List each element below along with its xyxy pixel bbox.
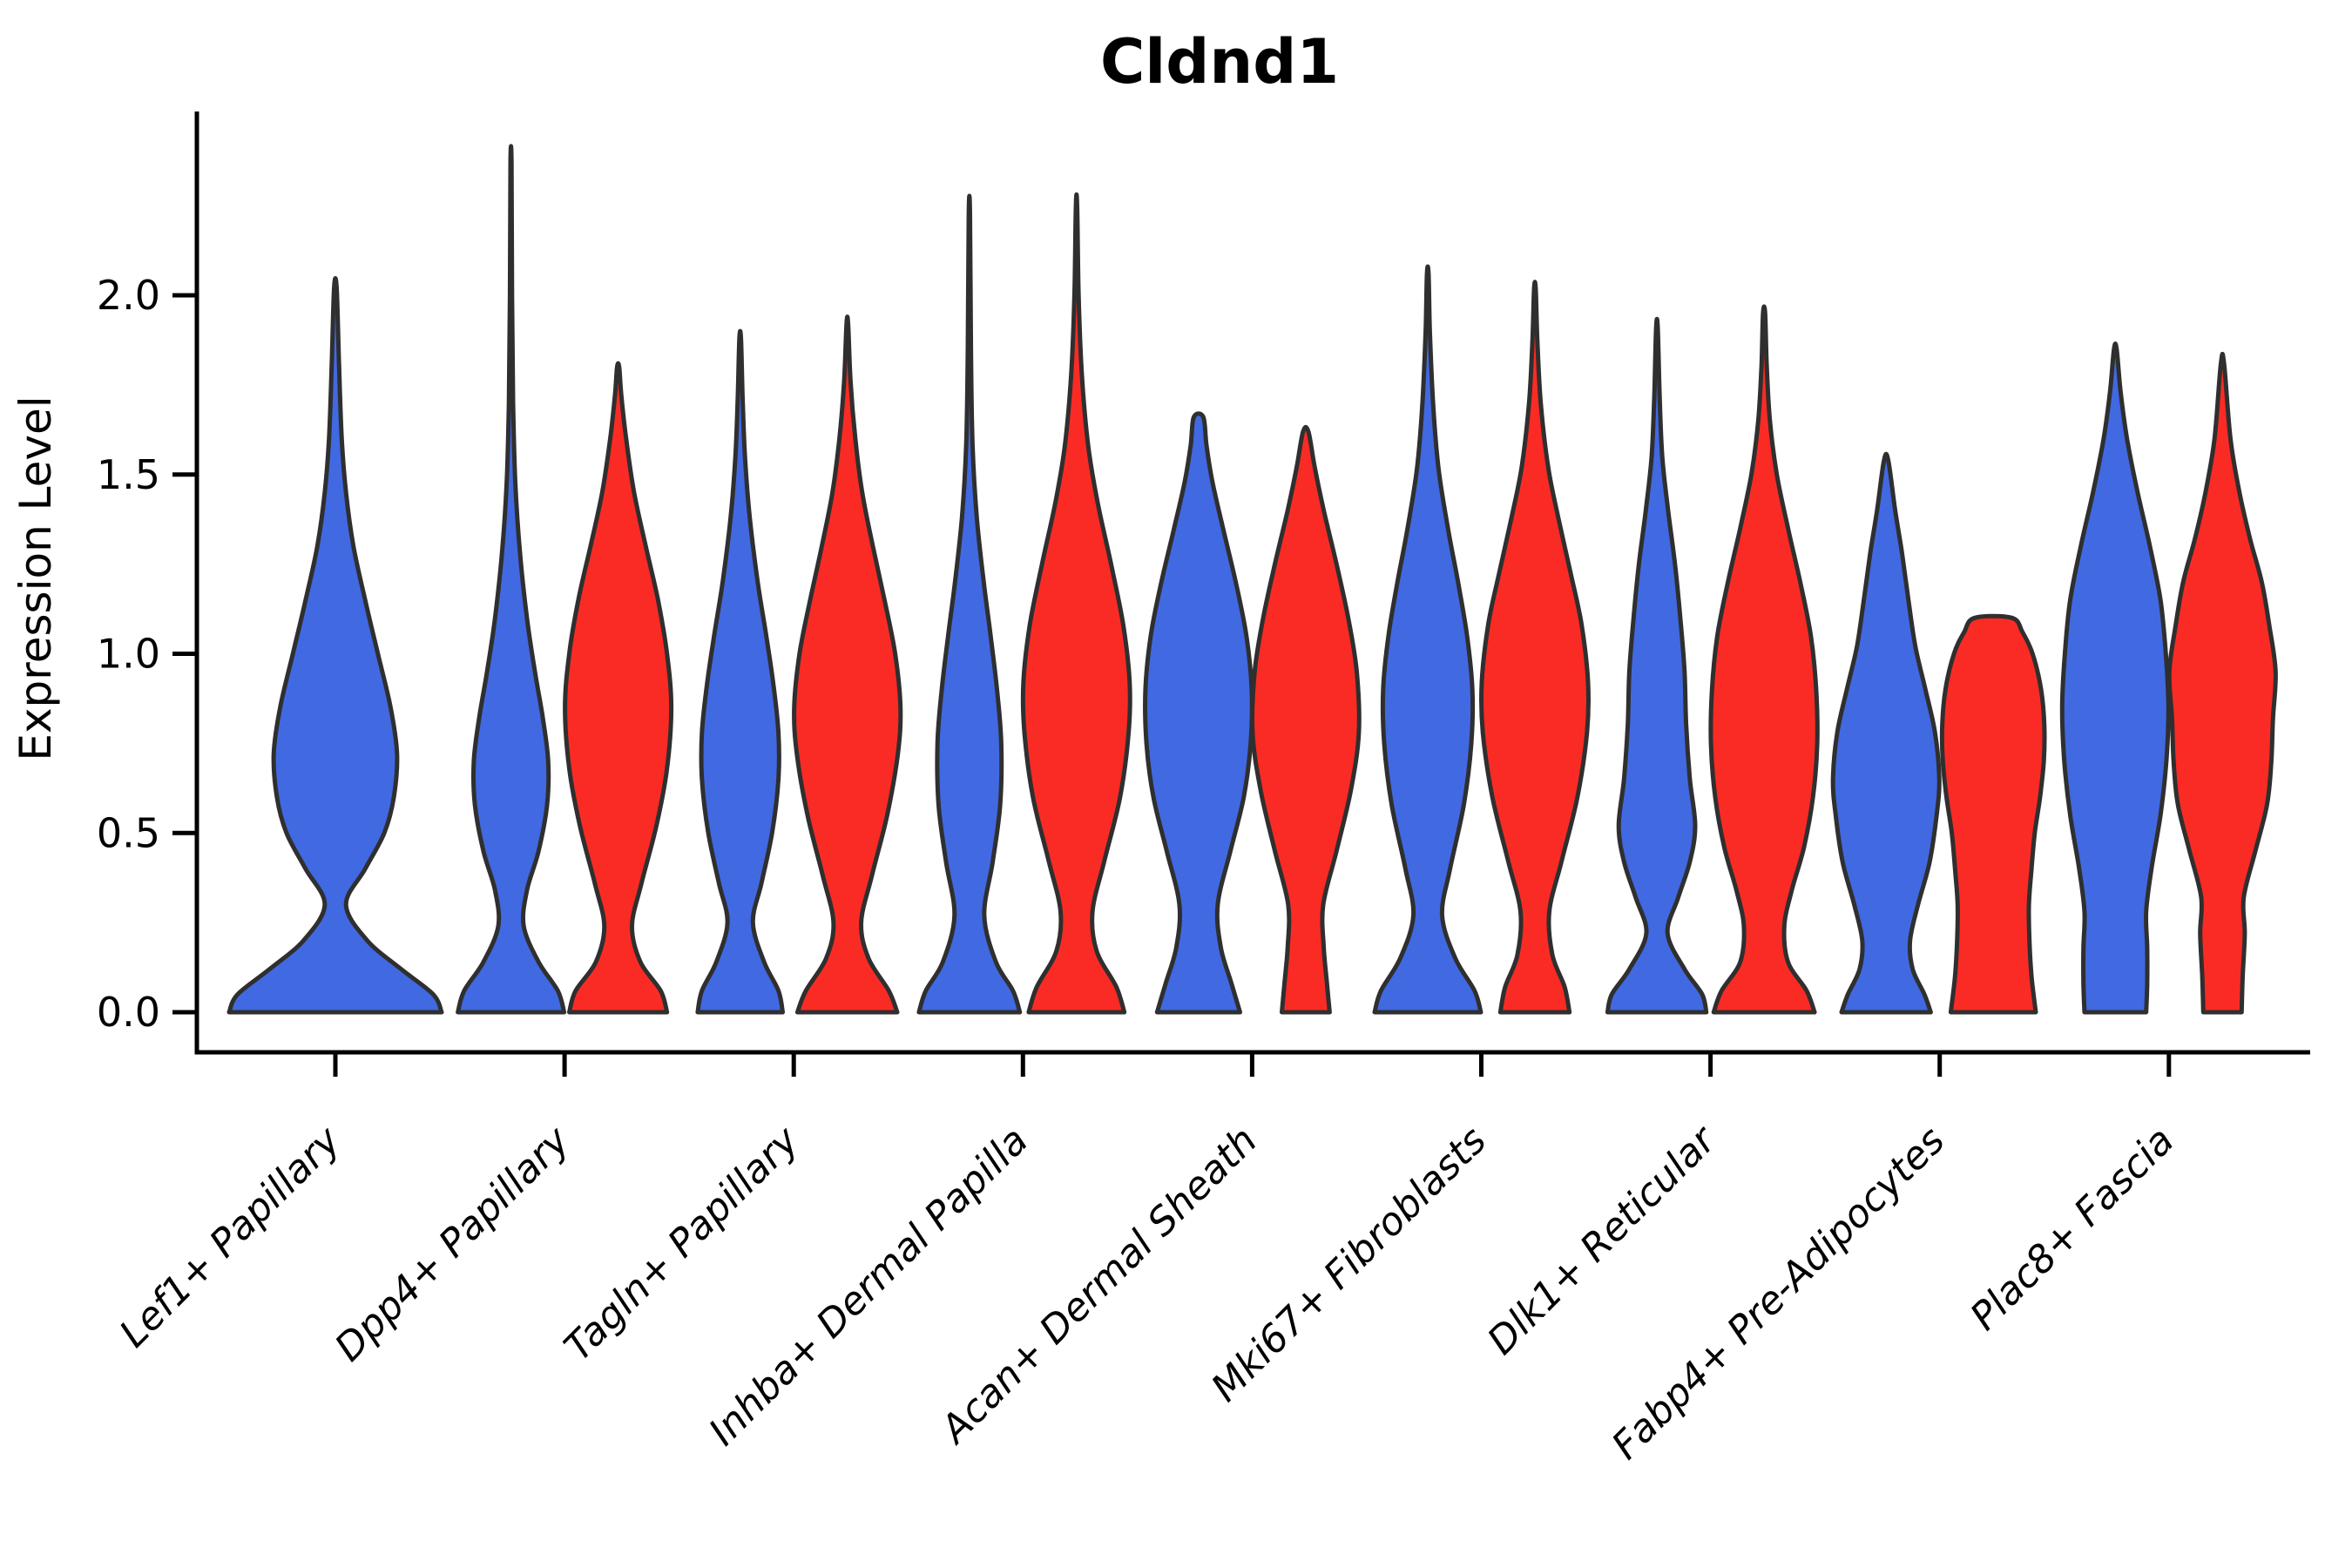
x-tick-label: Lef1+ Papillary	[112, 1118, 350, 1356]
violin-shape-blue	[1605, 316, 1709, 1015]
y-tick-label: 0.5	[97, 809, 160, 856]
x-tick-label: Plac8+ Fascia	[1962, 1119, 2182, 1339]
violin-shape-blue	[1372, 264, 1484, 1015]
violin-shape-red	[792, 314, 903, 1015]
violin-shape-blue	[226, 275, 444, 1015]
y-tick-label: 0.0	[97, 989, 160, 1036]
violin-shape-red	[1708, 304, 1820, 1015]
y-tick-label: 2.0	[97, 272, 160, 319]
violin-shape-blue	[456, 144, 567, 1015]
violin-shape-red	[1478, 280, 1592, 1015]
violin-shape-blue	[2059, 341, 2171, 1015]
violin-shape-blue	[1143, 411, 1254, 1015]
violin-shape-red	[1939, 613, 2047, 1015]
violin-shape-red	[563, 361, 674, 1015]
violin-layer	[226, 144, 2278, 1015]
x-tick-label: Tagln+ Papillary	[556, 1118, 808, 1369]
y-axis-title: Expression Level	[10, 395, 61, 760]
x-tick-label: Dlk1+ Reticular	[1479, 1117, 1726, 1363]
y-tick-label: 1.5	[97, 451, 160, 498]
violin-shape-blue	[916, 193, 1023, 1015]
x-tick-label: Dpp4+ Papillary	[327, 1118, 579, 1370]
violin-shape-blue	[695, 328, 785, 1015]
y-tick-label: 1.0	[97, 631, 160, 678]
violin-shape-red	[1250, 424, 1362, 1015]
violin-shape-blue	[1830, 451, 1942, 1015]
axes-layer	[172, 112, 2310, 1077]
violin-shape-red	[1020, 192, 1132, 1015]
violin-shape-red	[2166, 351, 2278, 1015]
chart-title: Cldnd1	[1100, 26, 1339, 98]
